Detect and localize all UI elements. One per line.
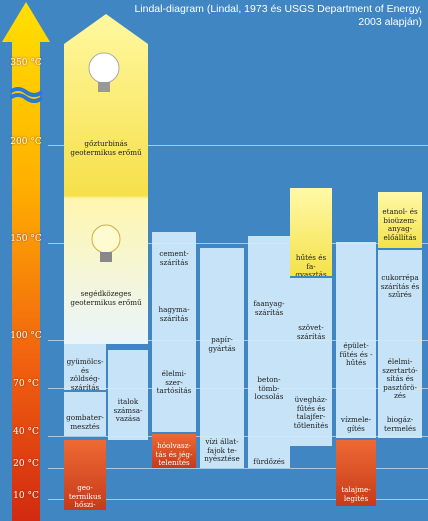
gridline-200 <box>48 145 428 146</box>
tick-150: 150 °C <box>10 234 42 244</box>
building-heating-label: épület-fűtés és -hűtés <box>339 341 373 368</box>
heat-pump-cell: geo-termikus hőszi-vattyúk <box>64 440 106 510</box>
cement-label: cement-szárítás <box>159 249 189 267</box>
drinks-label: italok számsa-vazása <box>113 397 143 424</box>
fish-drying-label: hagyma-szárítás <box>158 305 190 323</box>
biogas-label: biogáz-termelés <box>384 415 416 433</box>
ethanol-label: etanol- és bioüzem-anyag-előállítás <box>382 207 418 242</box>
column-5: szövet-szárítás üvegház-fűtés és talajfe… <box>290 278 332 446</box>
temperature-arrow <box>2 2 50 521</box>
column-6: épület-fűtés és -hűtés vízmele-gítés <box>336 242 376 438</box>
column-4: faanyag-szárítás beton-tömb-locsolás für… <box>248 236 290 468</box>
tick-20: 20 °C <box>13 459 39 469</box>
tick-100: 100 °C <box>10 331 42 341</box>
ethanol-cell: etanol- és bioüzem-anyag-előállítás <box>378 192 422 248</box>
paper-label: papír-gyártás <box>208 335 236 353</box>
tick-350: 350 °C <box>10 58 42 68</box>
de-icing-label: hóolvasz-tás és jég-telenítés <box>155 441 193 468</box>
column-2: cement-szárítás hagyma-szárítás élelmi-s… <box>152 232 196 432</box>
de-icing-cell: hóolvasz-tás és jég-telenítés <box>152 434 196 468</box>
steam-turbine-label: gőzturbinás geotermikus erőmű <box>70 140 142 157</box>
tick-40: 40 °C <box>13 427 39 437</box>
fruit-drying-label: gyümölcs- és zöldség-szárítás <box>66 357 104 390</box>
heat-pump-label: geo-termikus hőszi-vattyúk <box>68 483 102 510</box>
light-bulb-lit-icon <box>88 222 124 268</box>
binary-plant-label: segédközeges geotermikus erőmű <box>70 290 142 307</box>
tick-200: 200 °C <box>10 137 42 147</box>
tick-10: 10 °C <box>13 491 39 501</box>
wool-label: szövet-szárítás <box>296 323 326 341</box>
diagram-title: Lindal-diagram (Lindal, 1973 és USGS Dep… <box>134 3 422 28</box>
pasteurize-label: élelmi-szertartó-sítás és pasztőrö-zés <box>382 357 418 401</box>
gridline-20 <box>48 468 428 469</box>
bathing-label: fürdőzés <box>253 457 285 466</box>
fruit-drying-cell: gyümölcs- és zöldség-szárítás <box>64 344 106 390</box>
light-bulb-icon <box>84 50 124 96</box>
tick-70: 70 °C <box>13 379 39 389</box>
water-heating-label: vízmele-gítés <box>340 415 372 433</box>
drinks-cell: italok számsa-vazása <box>108 350 148 440</box>
concrete-label: beton-tömb-locsolás <box>254 375 284 402</box>
power-column-arrow <box>64 14 148 344</box>
soil-warming-label: talajme-legítés <box>341 485 371 503</box>
greenhouse-label: üvegház-fűtés és talajfer-tőtlenítés <box>293 395 329 430</box>
scale-break-icon <box>10 87 42 103</box>
gridline-150 <box>48 243 428 244</box>
gridline-10 <box>48 499 428 500</box>
mushroom-cell: gombater-mesztés <box>64 392 106 436</box>
column-3: papír-gyártás vízi állat-fajok te-nyészt… <box>200 248 244 468</box>
cooling-label: hűtés és fa-gyasztás <box>295 253 327 276</box>
food-preserve-label: élelmi-szer-tartósítás <box>156 369 192 396</box>
sugar-label: cukorrépa szárítás és szűrés <box>380 273 420 300</box>
column-7: cukorrépa szárítás és szűrés élelmi-szer… <box>378 250 422 438</box>
soil-warming-cell: talajme-legítés <box>336 440 376 506</box>
aquaculture-label: vízi állat-fajok te-nyésztése <box>204 437 240 464</box>
cooling-cell: hűtés és fa-gyasztás <box>290 188 332 276</box>
mushroom-label: gombater-mesztés <box>66 413 104 431</box>
timber-label: faanyag-szárítás <box>253 299 285 317</box>
